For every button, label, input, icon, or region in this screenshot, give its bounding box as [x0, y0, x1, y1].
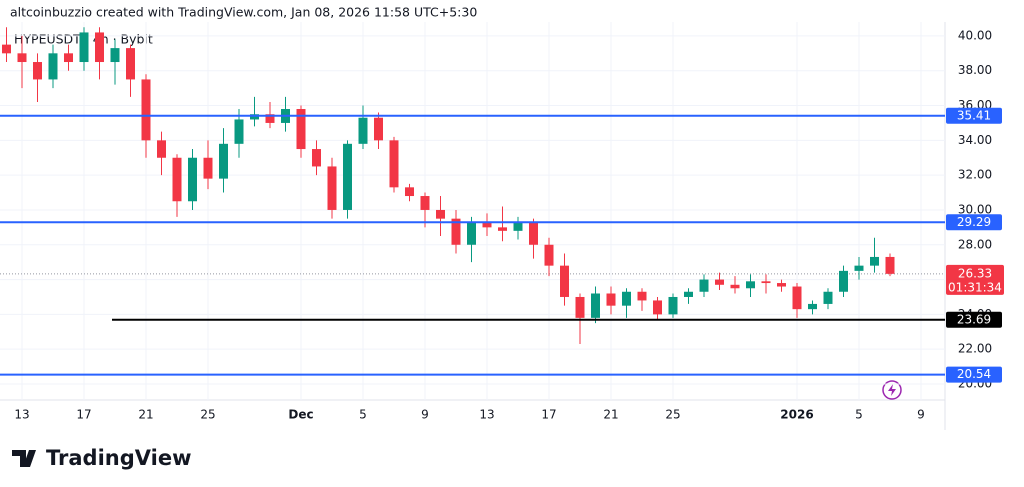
candle-body: [327, 166, 337, 210]
alert-icon: [882, 380, 902, 400]
candle-body: [17, 53, 27, 63]
logo: [12, 450, 36, 467]
level-label: 29.29: [957, 215, 991, 229]
y-tick-label: 34.00: [958, 133, 992, 147]
countdown: 01:31:34: [948, 280, 1002, 294]
candle-body: [777, 283, 786, 287]
candle-body: [436, 209, 445, 219]
level-label: 35.41: [957, 108, 991, 122]
candle-body: [591, 293, 600, 318]
candle-body: [157, 140, 166, 158]
candle-body: [250, 114, 259, 120]
caption: altcoinbuzzio created with TradingView.c…: [10, 5, 477, 20]
x-tick-label: 25: [200, 408, 215, 422]
candle-body: [823, 291, 833, 304]
candle-body: [792, 286, 802, 310]
candle-body: [2, 44, 11, 54]
x-tick-label: 9: [917, 408, 925, 422]
candle-body: [560, 265, 569, 297]
candle-body: [126, 48, 135, 80]
x-tick-label: 5: [359, 408, 367, 422]
x-tick-label: 21: [603, 408, 618, 422]
candle-body: [389, 140, 399, 188]
level-label-bg: [946, 214, 1002, 231]
candle-body: [575, 296, 585, 318]
candle-body: [730, 284, 740, 289]
candle-body: [637, 291, 647, 301]
level-label-bg: [946, 311, 1002, 328]
candle-body: [358, 117, 368, 144]
x-tick-label: 13: [14, 408, 29, 422]
candle-body: [343, 143, 352, 210]
candle-body: [141, 79, 151, 141]
x-tick-label: 21: [138, 408, 153, 422]
candle-body: [296, 109, 306, 150]
candle-body: [885, 256, 895, 274]
candle-body: [374, 117, 383, 141]
x-tick-label: 25: [665, 408, 680, 422]
y-tick-label: 32.00: [958, 168, 992, 182]
candle-body: [808, 303, 817, 310]
candle-body: [79, 32, 89, 63]
price-label: 26.33: [958, 266, 992, 280]
candle-body: [498, 227, 507, 231]
candle-body: [513, 222, 523, 231]
candle-body: [668, 296, 678, 315]
candle-body: [761, 281, 771, 284]
candle-body: [95, 32, 104, 63]
x-tick-label: 2026: [780, 408, 813, 422]
candle-body: [405, 187, 414, 197]
candle-body: [312, 149, 321, 167]
candle-body: [265, 114, 275, 123]
candle-body: [203, 157, 213, 179]
y-tick-label: 22.00: [958, 342, 992, 356]
candle-body: [854, 265, 864, 271]
y-tick-label: 30.00: [958, 202, 992, 216]
candle-body: [684, 291, 693, 297]
candle-body: [606, 293, 616, 306]
candle-body: [188, 157, 197, 202]
level-label-bg: [946, 107, 1002, 124]
candle-body: [467, 222, 476, 245]
price-label-bg: [946, 264, 1004, 295]
candle-body: [33, 62, 42, 80]
candle-body: [234, 119, 244, 144]
candle-body: [172, 157, 182, 202]
candle-body: [839, 270, 848, 292]
candle-body: [622, 291, 631, 306]
candle-body: [529, 222, 538, 245]
candle-body: [699, 279, 709, 292]
y-tick-label: 28.00: [958, 237, 992, 251]
x-tick-label: 17: [541, 408, 556, 422]
candle-body: [870, 256, 879, 266]
x-tick-label: 5: [855, 408, 863, 422]
candle-body: [482, 222, 492, 228]
candle-body: [48, 53, 58, 80]
candle-body: [653, 300, 662, 315]
level-label-bg: [946, 366, 1002, 383]
x-tick-label: 9: [421, 408, 429, 422]
x-tick-label: Dec: [288, 408, 313, 422]
level-label: 23.69: [957, 312, 991, 326]
candle-body: [420, 196, 430, 210]
candle-body: [715, 279, 724, 285]
candle-body: [544, 244, 554, 266]
level-label: 20.54: [957, 367, 991, 381]
brand: TradingView: [46, 446, 191, 470]
candle-body: [64, 53, 73, 63]
x-tick-label: 17: [76, 408, 91, 422]
candle-body: [451, 218, 461, 245]
candle-body: [746, 281, 755, 289]
candle-body: [110, 48, 120, 63]
candle-body: [219, 143, 228, 179]
y-tick-label: 40.00: [958, 28, 992, 42]
x-tick-label: 13: [479, 408, 494, 422]
y-tick-label: 38.00: [958, 63, 992, 77]
